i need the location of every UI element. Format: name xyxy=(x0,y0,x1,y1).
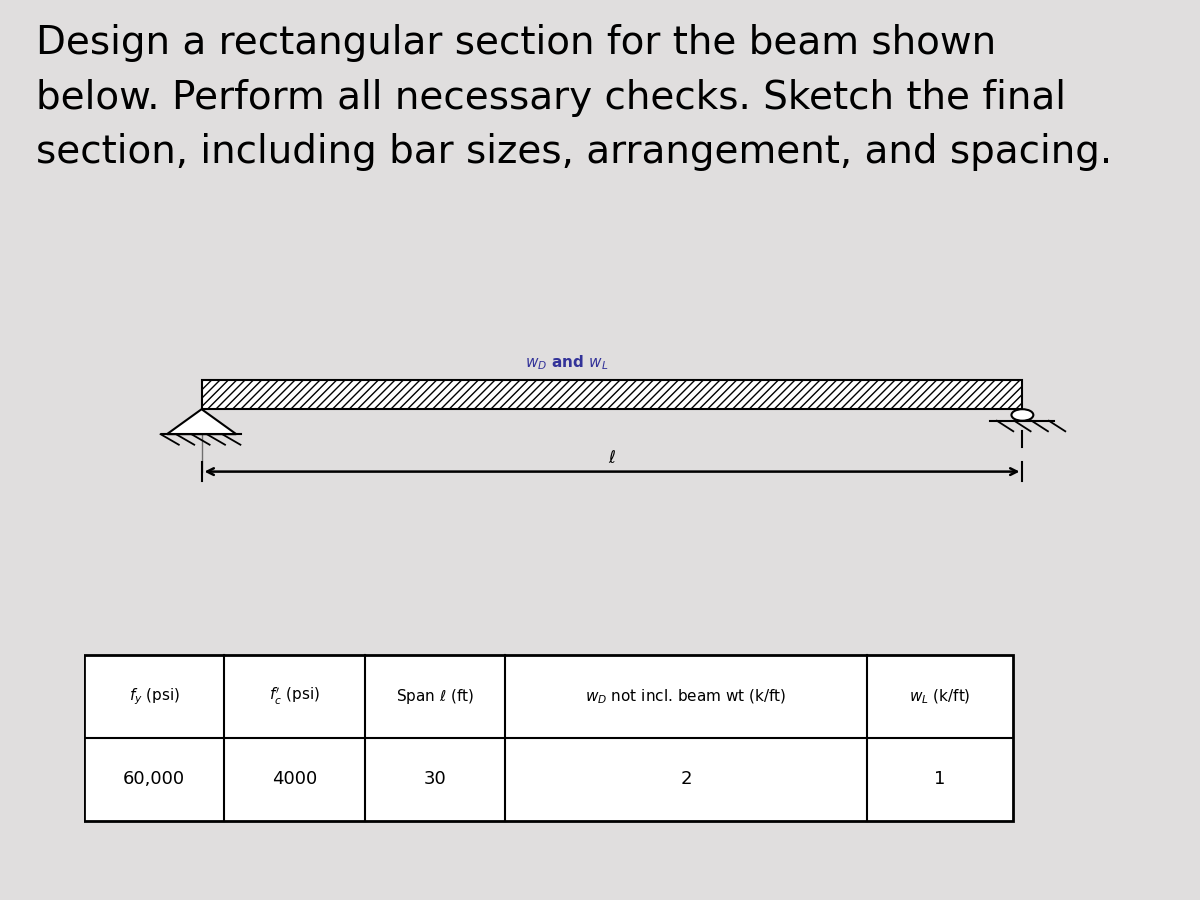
Text: 2: 2 xyxy=(680,770,692,788)
Polygon shape xyxy=(167,410,236,434)
Text: $\ell$: $\ell$ xyxy=(608,449,616,467)
Text: 60,000: 60,000 xyxy=(124,770,185,788)
Text: $w_D$ not incl. beam wt (k/ft): $w_D$ not incl. beam wt (k/ft) xyxy=(586,688,787,706)
Text: 4000: 4000 xyxy=(272,770,317,788)
Text: $w_D$ and $w_L$: $w_D$ and $w_L$ xyxy=(524,353,608,372)
Text: 1: 1 xyxy=(935,770,946,788)
Text: $f_c^{\prime}$ (psi): $f_c^{\prime}$ (psi) xyxy=(269,686,320,707)
Text: $w_L$ (k/ft): $w_L$ (k/ft) xyxy=(910,688,971,706)
Bar xyxy=(84,655,1013,821)
Bar xyxy=(202,381,1022,410)
Text: 30: 30 xyxy=(424,770,446,788)
Circle shape xyxy=(1012,410,1033,420)
Text: $f_y$ (psi): $f_y$ (psi) xyxy=(128,687,180,707)
Text: Span $\ell$ (ft): Span $\ell$ (ft) xyxy=(396,687,474,707)
Text: Design a rectangular section for the beam shown
below. Perform all necessary che: Design a rectangular section for the bea… xyxy=(36,24,1111,172)
